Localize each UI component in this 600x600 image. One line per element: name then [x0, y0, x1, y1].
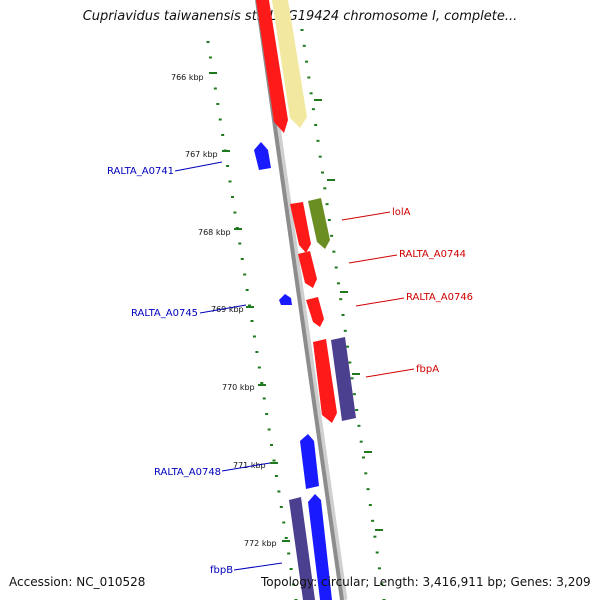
cds-fbpB-upper[interactable]	[289, 497, 315, 600]
gene-label-RALTA_A0741[interactable]: RALTA_A0741	[107, 166, 174, 177]
tick-ring-outer	[300, 29, 386, 600]
tick-label-768: 768 kbp	[198, 228, 231, 237]
leader-RALTA_A0744	[348, 254, 398, 264]
genome-summary: Topology: circular; Length: 3,416,911 bp…	[261, 575, 591, 589]
gene-label-fbpA[interactable]: fbpA	[416, 364, 439, 375]
cds-fbpA[interactable]	[313, 339, 337, 423]
cds-RALTA_A0746[interactable]	[306, 297, 324, 327]
tick-label-766: 766 kbp	[171, 73, 204, 82]
leader-RALTA_A0748	[221, 462, 271, 472]
leader-RALTA_A0741	[174, 161, 223, 172]
cds-RALTA_A0744[interactable]	[298, 251, 317, 288]
reverse-strand-features	[254, 142, 332, 600]
gene-label-RALTA_A0748[interactable]: RALTA_A0748	[154, 467, 221, 478]
cds-RALTA_A0741[interactable]	[254, 142, 271, 170]
cds-RALTA_A0745[interactable]	[279, 294, 292, 305]
tick-label-770: 770 kbp	[222, 383, 255, 392]
cds-yellow-top[interactable]	[272, 0, 307, 128]
tick-label-772: 772 kbp	[244, 539, 277, 548]
cds-red-top[interactable]	[256, 0, 288, 133]
tick-label-767: 767 kbp	[185, 150, 218, 159]
leader-RALTA_A0746	[355, 297, 405, 307]
tick-label-769: 769 kbp	[211, 305, 244, 314]
cds-purple-fbpA[interactable]	[331, 337, 356, 421]
cds-olive[interactable]	[308, 198, 330, 249]
map-title: Cupriavidus taiwanensis str. LMG19424 ch…	[82, 9, 518, 24]
cds-lolA[interactable]	[290, 202, 311, 253]
leader-lolA	[341, 211, 391, 221]
gene-label-RALTA_A0746[interactable]: RALTA_A0746	[406, 292, 473, 303]
accession-text: Accession: NC_010528	[9, 575, 146, 589]
label-leaders	[174, 161, 415, 571]
tick-label-771: 771 kbp	[233, 461, 266, 470]
cds-fbpB-lower[interactable]	[308, 494, 332, 600]
scale-ticks	[209, 72, 383, 542]
leader-RALTA_A0745	[199, 304, 247, 314]
gene-label-RALTA_A0744[interactable]: RALTA_A0744	[399, 249, 466, 260]
forward-strand-features	[256, 0, 356, 423]
gene-label-RALTA_A0745[interactable]: RALTA_A0745	[131, 308, 198, 319]
cds-RALTA_A0748[interactable]	[300, 434, 319, 489]
gene-label-lolA[interactable]: lolA	[392, 207, 411, 218]
leader-fbpA	[365, 368, 415, 378]
leader-fbpB	[233, 562, 283, 571]
gene-label-fbpB[interactable]: fbpB	[210, 565, 233, 576]
